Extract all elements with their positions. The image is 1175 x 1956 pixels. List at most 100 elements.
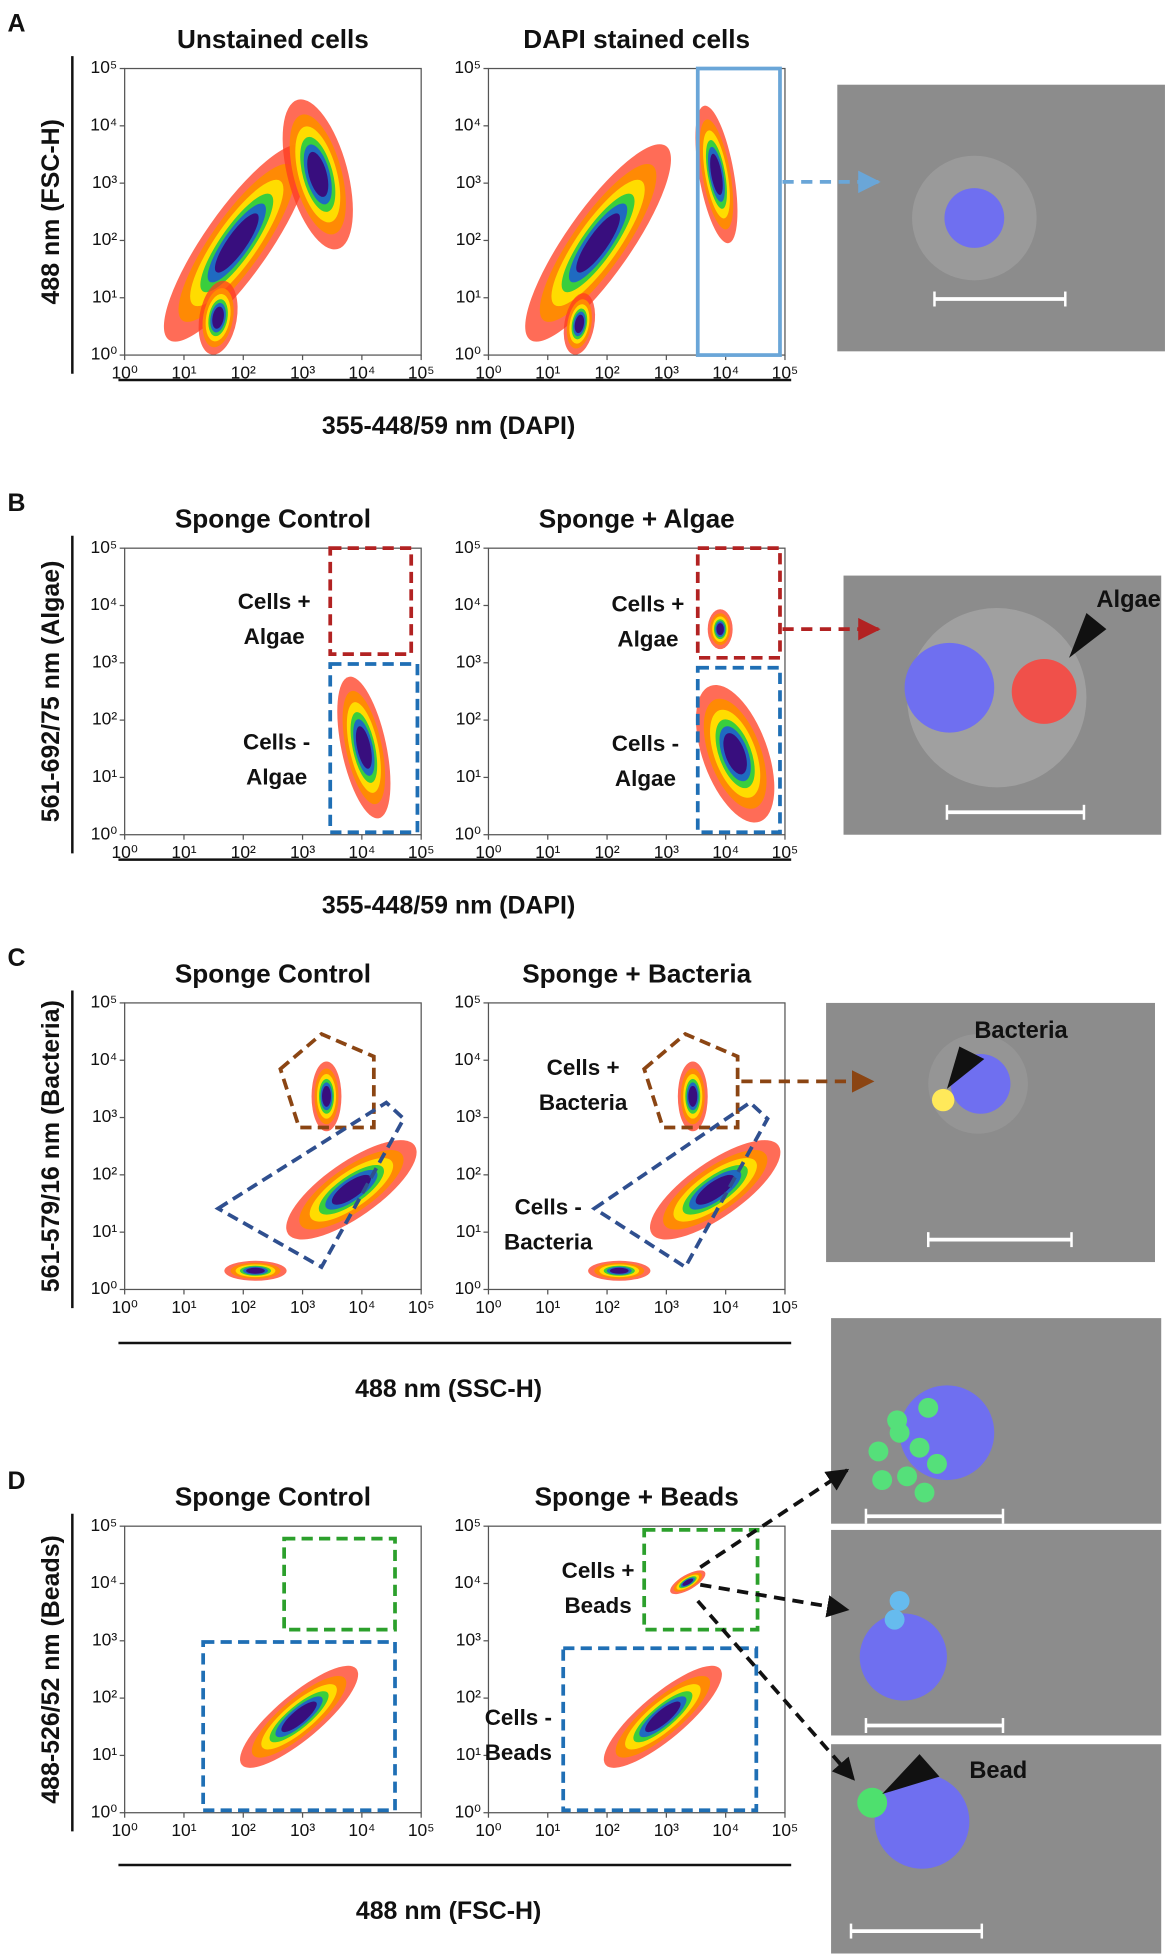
- y-axis-label: 561-579/16 nm (Bacteria): [37, 1000, 65, 1292]
- plot-title: Unstained cells: [177, 24, 369, 54]
- plot-title: DAPI stained cells: [523, 24, 750, 54]
- gate-label: Algae: [244, 624, 305, 649]
- x-tick-label: 10⁴: [348, 1297, 375, 1317]
- gate: [214, 1100, 407, 1270]
- x-tick-label: 10¹: [171, 842, 196, 862]
- x-tick-label: 10²: [231, 1297, 256, 1317]
- x-tick-label: 10³: [654, 362, 679, 382]
- y-tick-label: 10³: [92, 1629, 117, 1649]
- image-label: Bead: [969, 1758, 1027, 1784]
- x-tick-label: 10⁰: [111, 842, 137, 862]
- cell: [859, 1613, 947, 1701]
- y-tick-label: 10⁴: [454, 114, 481, 134]
- y-axis-label: 488 nm (FSC-H): [37, 119, 65, 304]
- x-tick-label: 10⁴: [348, 362, 375, 382]
- y-tick-label: 10⁵: [454, 1515, 481, 1535]
- plot-frame: [487, 1525, 786, 1814]
- arrowhead: [1069, 612, 1107, 658]
- density-cloud: [695, 105, 738, 244]
- cell: [899, 1385, 995, 1481]
- density-cloud: [588, 1260, 651, 1281]
- y-tick-label: 10⁰: [455, 1801, 481, 1821]
- y-tick-label: 10¹: [456, 286, 481, 306]
- gate-label: Cells +: [611, 591, 684, 616]
- x-tick-label: 10⁴: [712, 1820, 739, 1840]
- density-cloud: [224, 1260, 287, 1281]
- density-level: [355, 726, 372, 769]
- arrow: [699, 1582, 850, 1618]
- y-tick-label: 10⁰: [455, 1278, 481, 1298]
- gate-label: Cells +: [238, 589, 311, 614]
- x-tick-label: 10⁰: [475, 1297, 501, 1317]
- cell: [931, 1088, 955, 1112]
- y-tick-label: 10⁰: [91, 1278, 117, 1298]
- x-tick-label: 10¹: [535, 1820, 560, 1840]
- cell: [1011, 659, 1077, 724]
- arrow: [699, 1468, 850, 1569]
- arrow: [696, 1599, 855, 1781]
- cell: [857, 1787, 888, 1818]
- gate: [695, 665, 782, 835]
- x-tick-label: 10³: [290, 362, 315, 382]
- y-tick-label: 10³: [456, 172, 481, 192]
- cell: [904, 642, 995, 733]
- y-tick-label: 10¹: [456, 1744, 481, 1764]
- x-tick-label: 10⁵: [408, 362, 435, 382]
- x-tick-label: 10³: [290, 1820, 315, 1840]
- y-tick-label: 10⁴: [454, 594, 481, 614]
- plot-title: Sponge + Bacteria: [522, 958, 751, 988]
- y-tick-label: 10²: [92, 1687, 117, 1707]
- density-cloud: [198, 280, 238, 355]
- x-tick-label: 10³: [290, 842, 315, 862]
- gate: [201, 1640, 397, 1813]
- plot-frame: [124, 1525, 422, 1814]
- gate-label: Bacteria: [504, 1229, 593, 1254]
- gate-label: Cells -: [243, 730, 310, 755]
- cell: [884, 1609, 905, 1630]
- density-level: [212, 306, 224, 329]
- x-tick-label: 10⁰: [475, 1820, 501, 1840]
- y-tick-label: 10⁴: [90, 1049, 117, 1069]
- cell: [909, 1437, 930, 1458]
- plot-frame: [487, 1002, 786, 1291]
- density-level: [322, 1085, 331, 1107]
- y-tick-label: 10²: [92, 1163, 117, 1183]
- x-tick-label: 10³: [654, 1297, 679, 1317]
- x-tick-label: 10⁵: [408, 1820, 435, 1840]
- x-tick-label: 10⁵: [408, 842, 435, 862]
- y-tick-label: 10²: [456, 1687, 481, 1707]
- x-axis-label: 355-448/59 nm (DAPI): [322, 892, 575, 920]
- x-tick-label: 10¹: [171, 1297, 196, 1317]
- plot-frame: [124, 1002, 422, 1291]
- x-tick-label: 10⁰: [475, 362, 501, 382]
- gate-label: Cells +: [547, 1055, 620, 1080]
- gate-label: Cells +: [562, 1558, 635, 1583]
- x-tick-label: 10⁴: [712, 842, 739, 862]
- y-tick-label: 10³: [456, 651, 481, 671]
- micrograph: [831, 1318, 1162, 1524]
- x-tick-label: 10²: [594, 1820, 619, 1840]
- y-tick-label: 10⁵: [454, 537, 481, 557]
- y-tick-label: 10¹: [92, 766, 117, 786]
- x-tick-label: 10²: [231, 842, 256, 862]
- x-tick-label: 10³: [654, 1820, 679, 1840]
- plot-title: Sponge + Beads: [535, 1482, 739, 1512]
- density-level: [723, 733, 747, 775]
- y-tick-label: 10²: [456, 709, 481, 729]
- gate: [590, 1100, 770, 1270]
- density-cloud: [337, 676, 391, 819]
- x-tick-label: 10¹: [535, 1297, 560, 1317]
- plot-title: Sponge + Algae: [539, 504, 735, 534]
- y-tick-label: 10³: [92, 172, 117, 192]
- x-tick-label: 10⁴: [712, 362, 739, 382]
- x-tick-label: 10⁰: [475, 842, 501, 862]
- density-cloud: [677, 1061, 708, 1132]
- x-tick-label: 10⁵: [408, 1297, 435, 1317]
- density-cloud: [563, 293, 596, 355]
- cell: [868, 1441, 889, 1462]
- y-tick-label: 10²: [92, 229, 117, 249]
- density-level: [246, 1267, 265, 1274]
- plot-title: Sponge Control: [175, 958, 371, 988]
- gate: [561, 1646, 759, 1813]
- y-axis-label: 488-526/52 nm (Beads): [37, 1535, 65, 1804]
